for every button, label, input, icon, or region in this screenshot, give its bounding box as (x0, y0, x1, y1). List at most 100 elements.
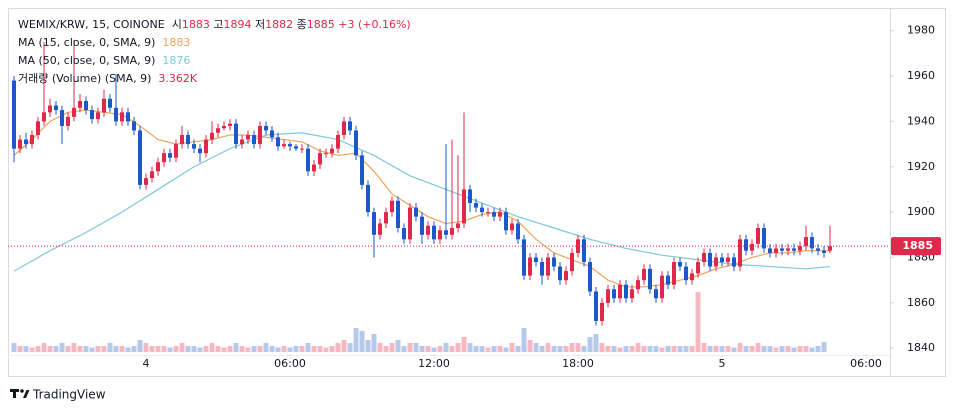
candle-body (114, 107, 118, 122)
volume-row: 거래량 (Volume) (SMA, 9) 3.362K (18, 70, 411, 88)
candle-body (162, 153, 166, 163)
candle-body (516, 223, 520, 240)
volume-bar (437, 346, 443, 352)
volume-value: 3.362K (158, 72, 198, 85)
volume-bar (149, 346, 155, 352)
volume-bar (449, 346, 455, 352)
x-tick-label: 06:00 (274, 357, 306, 370)
candle-body (192, 144, 196, 149)
volume-bar (329, 346, 335, 352)
candle-body (48, 105, 52, 113)
volume-bar (653, 346, 659, 352)
candle-body (366, 184, 370, 213)
header-row: WEMIX/KRW, 15, COINONE 시1883 고1894 저1882… (18, 16, 411, 34)
volume-bar (455, 343, 461, 352)
volume-bar (29, 347, 35, 352)
candle-body (66, 116, 70, 126)
volume-bar (161, 346, 167, 352)
volume-bar (251, 346, 257, 352)
volume-bar (617, 347, 623, 352)
candle-body (270, 130, 274, 138)
candle-body (264, 125, 268, 131)
candle-body (648, 268, 652, 290)
ma-value: 1876 (162, 54, 191, 67)
candle-body (138, 130, 142, 185)
candle-body (594, 291, 598, 321)
candle-body (720, 257, 724, 263)
candle-body (690, 273, 694, 281)
volume-bar (77, 346, 83, 352)
volume-bar (533, 343, 539, 352)
volume-bar (71, 343, 77, 352)
volume-bar (545, 343, 551, 352)
ohlc-value: 1894 (223, 18, 252, 31)
candle-body (546, 257, 550, 276)
volume-bar (23, 346, 29, 352)
candle-body (816, 248, 820, 251)
volume-bar (263, 343, 269, 352)
candle-body (564, 271, 568, 281)
ohlc-name: 시 (171, 18, 182, 31)
volume-bar (419, 346, 425, 352)
volume-bar (275, 347, 281, 352)
candle-body (420, 216, 424, 235)
ma-line (13, 132, 831, 272)
volume-bar (227, 346, 233, 352)
candle-body (54, 105, 58, 111)
candle-body (378, 223, 382, 235)
ma-line (13, 109, 830, 288)
volume-bar (755, 343, 761, 352)
candle-body (198, 148, 202, 154)
candle-body (186, 135, 190, 145)
candle-body (318, 153, 322, 165)
ohlc-name: 고 (213, 18, 224, 31)
volume-bar (119, 346, 125, 352)
candle-body (474, 203, 478, 208)
candle-body (624, 284, 628, 299)
candle-body (414, 207, 418, 217)
volume-bar (659, 347, 665, 352)
candle-body (372, 212, 376, 235)
volume-bar (317, 346, 323, 352)
candle-body (636, 280, 640, 290)
candle-body (126, 112, 130, 122)
volume-bar (503, 347, 509, 352)
volume-bar (371, 334, 377, 352)
candle-body (396, 200, 400, 228)
y-tick-label: 1840 (907, 341, 935, 354)
volume-bar (701, 343, 707, 352)
x-tick-label: 18:00 (562, 357, 594, 370)
candle-body (348, 121, 352, 131)
candle-body (678, 262, 682, 267)
x-tick-label: 4 (143, 357, 150, 370)
candle-body (222, 125, 226, 129)
candle-body (210, 132, 214, 140)
candle-body (96, 112, 100, 120)
volume-bar (347, 343, 353, 352)
candle-body (408, 207, 412, 240)
volume-bar (377, 343, 383, 352)
candle-body (180, 135, 184, 145)
volume-bar (185, 346, 191, 352)
candle-body (822, 250, 826, 253)
volume-bar (65, 346, 71, 352)
volume-bar (641, 346, 647, 352)
volume-bar (287, 347, 293, 352)
candle-body (714, 257, 718, 267)
x-tick-label: 06:00 (850, 357, 882, 370)
volume-bar (257, 346, 263, 352)
volume-bar (479, 346, 485, 352)
candle-body (618, 284, 622, 299)
volume-bar (497, 346, 503, 352)
volume-bar (59, 343, 65, 352)
volume-bar (719, 346, 725, 352)
candle-body (504, 212, 508, 231)
volume-bar (299, 346, 305, 352)
ohlc-value: 1883 (181, 18, 210, 31)
volume-bar (269, 346, 275, 352)
y-tick-label: 1920 (907, 160, 935, 173)
volume-bar (323, 347, 329, 352)
candle-body (90, 110, 94, 120)
candle-body (120, 112, 124, 122)
